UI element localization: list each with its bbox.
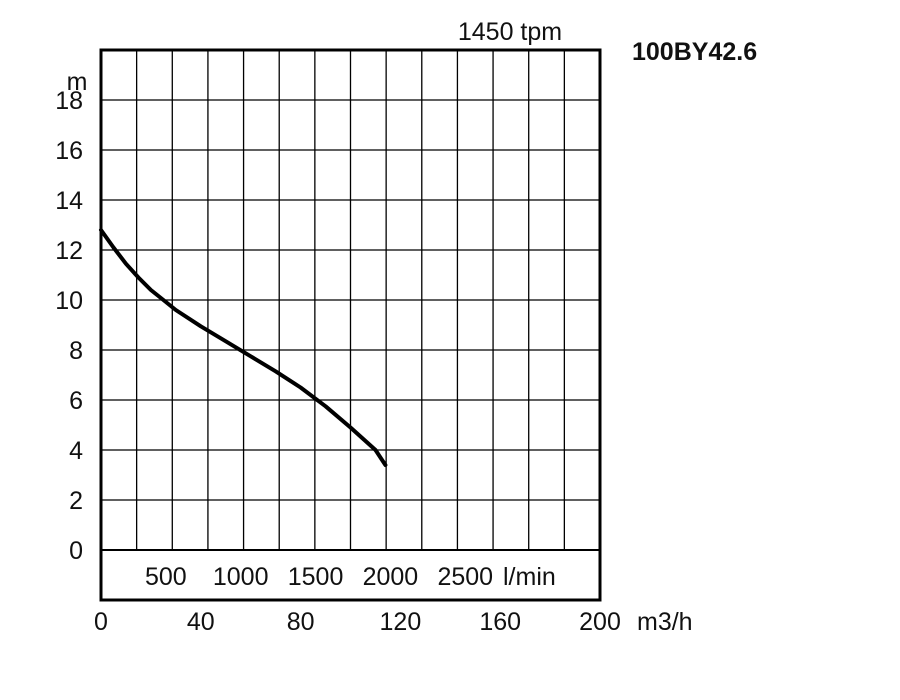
x-tick-label: 80 (287, 608, 315, 636)
grid (101, 50, 600, 550)
tick-labels: 0 2 4 6 8 10 12 14 16 18 0 40 80 120 160 200 500 1000 1500… (55, 87, 621, 636)
y-tick-label: 12 (55, 237, 83, 265)
x-tick-label: 120 (380, 608, 422, 636)
y-tick-label: 0 (69, 537, 83, 565)
lmin-tick-label: 2500 (437, 563, 493, 591)
x-tick-label: 160 (479, 608, 521, 636)
lmin-tick-label: 1500 (288, 563, 344, 591)
lmin-tick-label: 500 (145, 563, 187, 591)
y-tick-label: 14 (55, 187, 83, 215)
lmin-tick-label: 1000 (213, 563, 269, 591)
y-axis-label: m (67, 68, 88, 96)
y-tick-label: 16 (55, 137, 83, 165)
x-tick-label: 0 (94, 608, 108, 636)
x-axis-label: m3/h (637, 608, 693, 636)
y-tick-label: 2 (69, 487, 83, 515)
plot-frame (99, 48, 602, 602)
y-tick-label: 8 (69, 337, 83, 365)
flow-lmin-unit-label: l/min (503, 563, 556, 591)
y-tick-label: 6 (69, 387, 83, 415)
x-tick-label: 40 (187, 608, 215, 636)
speed-label: 1450 tpm (458, 18, 562, 46)
lmin-tick-label: 2000 (363, 563, 419, 591)
y-tick-label: 18 (55, 87, 83, 115)
x-tick-label: 200 (579, 608, 621, 636)
y-tick-label: 4 (69, 437, 83, 465)
chart-title: 100BY42.6 (632, 38, 757, 66)
head-flow-curve (99, 228, 388, 467)
y-tick-label: 10 (55, 287, 83, 315)
